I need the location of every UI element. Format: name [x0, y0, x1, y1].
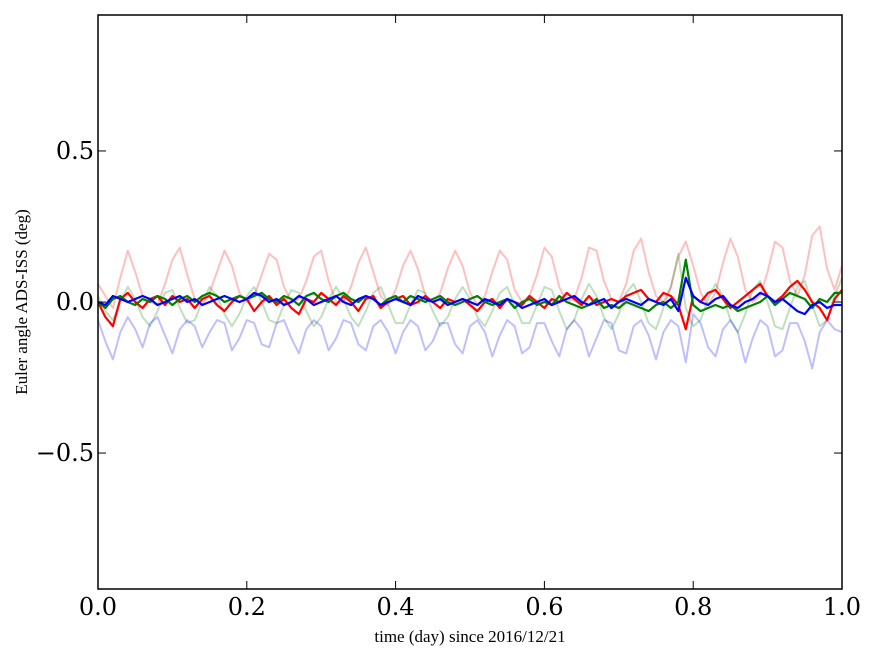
series-line-yaw-raw [98, 313, 842, 370]
series-line-pitch [98, 258, 842, 313]
x-axis: 0.0 0.2 0.4 0.6 0.8 1.0 [79, 15, 861, 621]
x-axis-title: time (day) since 2016/12/21 [374, 627, 565, 646]
x-tick-label: 0.4 [377, 593, 415, 621]
series-layer [98, 225, 842, 370]
series-line-roll [98, 279, 842, 331]
y-tick-label: 0.0 [56, 288, 94, 316]
x-tick-label: 0.0 [79, 593, 117, 621]
x-tick-label: 0.2 [228, 593, 266, 621]
y-axis: 0.5 0.0 −0.5 [36, 137, 842, 467]
y-axis-title: Euler angle ADS-ISS (deg) [12, 209, 31, 395]
series-line-roll-raw [98, 225, 842, 309]
y-tick-label: 0.5 [56, 137, 94, 165]
x-tick-label: 1.0 [823, 593, 861, 621]
x-tick-label: 0.8 [674, 593, 712, 621]
y-tick-label: −0.5 [36, 439, 94, 467]
series-line-yaw [98, 276, 842, 316]
x-tick-label: 0.6 [525, 593, 563, 621]
